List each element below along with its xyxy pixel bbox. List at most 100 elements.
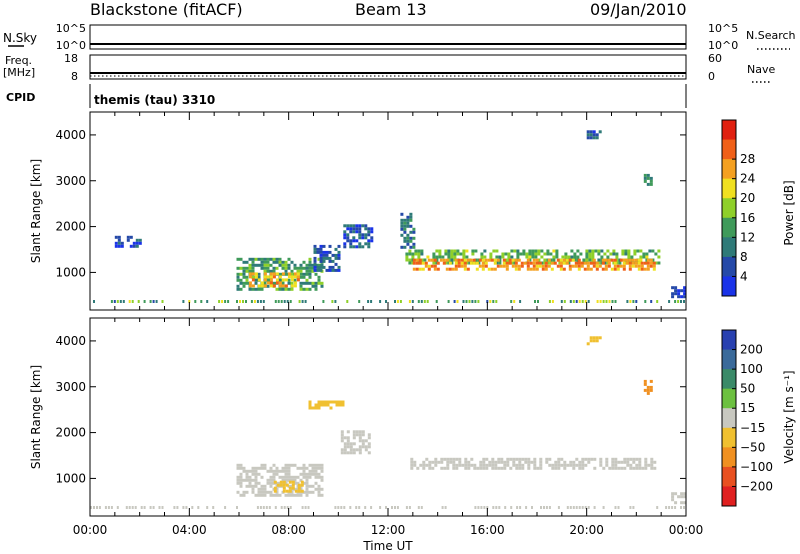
colorbar-tick-label: 100 — [740, 362, 763, 376]
data-cell — [317, 487, 321, 491]
data-cell — [408, 506, 411, 509]
data-cell — [580, 261, 584, 265]
data-cell — [495, 249, 499, 253]
data-cell — [581, 466, 585, 470]
data-cell — [668, 300, 671, 303]
data-cell — [284, 263, 288, 267]
data-cell — [646, 264, 650, 268]
data-cell — [495, 300, 498, 303]
colorbar-segment — [722, 369, 736, 390]
data-cell — [302, 466, 306, 470]
data-cell — [316, 265, 320, 269]
data-cell — [182, 506, 185, 509]
data-cell — [331, 265, 335, 269]
data-cell — [138, 238, 142, 242]
data-cell — [293, 266, 297, 270]
data-cell — [257, 284, 261, 288]
data-cell — [275, 490, 279, 494]
data-cell — [446, 460, 450, 464]
data-cell — [533, 466, 537, 470]
data-cell — [567, 261, 571, 265]
data-cell — [586, 264, 590, 268]
data-cell — [358, 230, 362, 234]
data-cell — [591, 249, 595, 253]
data-cell — [287, 466, 291, 470]
data-cell — [299, 487, 303, 491]
data-cell — [652, 267, 656, 271]
data-cell — [596, 300, 599, 303]
data-cell — [577, 264, 581, 268]
data-cell — [143, 300, 146, 303]
data-cell — [525, 255, 529, 259]
data-cell — [242, 300, 244, 303]
data-cell — [361, 233, 365, 237]
data-cell — [304, 506, 307, 509]
data-cell — [340, 451, 344, 455]
data-cell — [504, 506, 507, 509]
data-cell — [305, 484, 309, 488]
data-cell — [311, 281, 315, 285]
data-cell — [254, 469, 258, 473]
data-cell — [284, 260, 288, 264]
data-cell — [677, 295, 681, 299]
data-cell — [516, 255, 520, 259]
data-cell — [352, 239, 356, 243]
data-cell — [569, 463, 573, 467]
data-cell — [311, 266, 315, 270]
data-cell — [576, 249, 580, 253]
data-cell — [445, 267, 449, 271]
data-cell — [462, 252, 466, 256]
colorbar-segment — [722, 349, 736, 370]
data-cell — [358, 436, 362, 440]
data-cell — [557, 463, 561, 467]
data-cell — [644, 463, 648, 467]
data-cell — [116, 300, 119, 303]
data-cell — [505, 261, 509, 265]
data-cell — [361, 445, 365, 449]
data-cell — [650, 466, 654, 470]
data-cell — [341, 403, 345, 407]
data-cell — [620, 460, 624, 464]
data-cell — [521, 463, 525, 467]
data-cell — [440, 466, 444, 470]
data-cell — [257, 481, 261, 485]
data-cell — [227, 300, 230, 303]
data-cell — [462, 255, 466, 259]
data-cell — [531, 506, 533, 509]
data-cell — [611, 463, 615, 467]
data-cell — [500, 457, 504, 461]
data-cell — [364, 448, 368, 452]
data-cell — [565, 258, 569, 262]
data-cell — [262, 506, 265, 509]
data-cell — [245, 266, 249, 270]
data-cell — [425, 463, 429, 467]
data-cell — [642, 255, 646, 259]
data-cell — [621, 252, 625, 256]
data-cell — [337, 250, 341, 254]
data-cell — [257, 493, 261, 497]
data-cell — [421, 261, 425, 265]
data-cell — [485, 463, 489, 467]
data-cell — [394, 506, 396, 509]
data-cell — [406, 236, 410, 240]
data-cell — [626, 300, 629, 303]
data-cell — [293, 284, 297, 288]
data-cell — [467, 466, 471, 470]
data-cell — [316, 268, 320, 272]
data-cell — [296, 481, 300, 485]
data-cell — [482, 460, 486, 464]
data-cell — [426, 255, 430, 259]
data-cell — [680, 300, 682, 303]
data-cell — [260, 281, 264, 285]
data-cell — [355, 430, 359, 434]
data-cell — [614, 300, 617, 303]
data-cell — [358, 236, 362, 240]
data-cell — [355, 224, 359, 228]
data-cell — [487, 267, 491, 271]
data-cell — [364, 233, 368, 237]
data-cell — [273, 480, 277, 484]
data-cell — [537, 300, 539, 303]
data-cell — [296, 493, 300, 497]
data-cell — [625, 258, 629, 262]
data-cell — [534, 300, 536, 303]
